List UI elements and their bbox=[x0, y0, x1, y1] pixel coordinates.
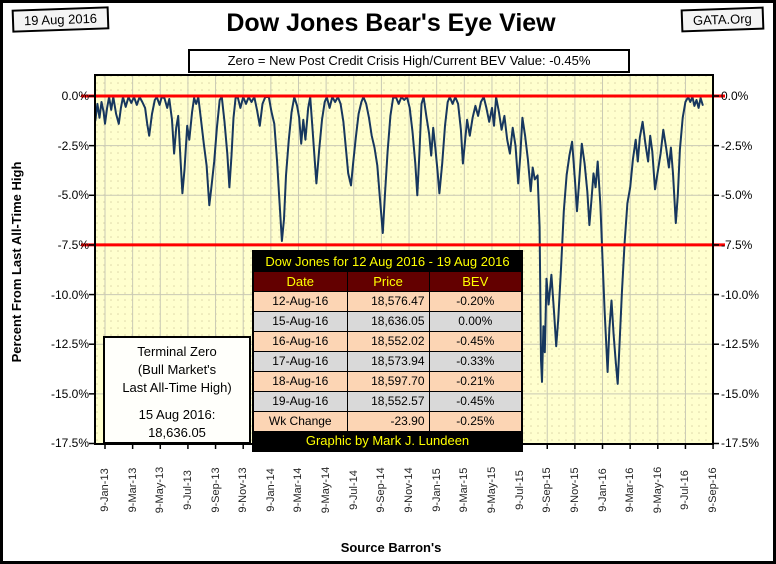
table-row-week-change: Wk Change -23.90 -0.25% bbox=[252, 410, 523, 432]
cell-price: -23.90 bbox=[346, 410, 430, 432]
x-axis-label: 9-Sep-13 bbox=[209, 467, 222, 513]
annotation-line: 15 Aug 2016: bbox=[138, 407, 216, 422]
annotation-line: Terminal Zero bbox=[137, 344, 217, 359]
y-axis-label-left: -15.0% bbox=[50, 386, 89, 401]
cell-bev: -0.21% bbox=[428, 370, 523, 392]
x-axis-label: 9-Sep-14 bbox=[375, 467, 388, 513]
table-row: 18-Aug-16 18,597.70 -0.21% bbox=[252, 370, 523, 392]
cell-date: 19-Aug-16 bbox=[252, 390, 348, 412]
x-axis-label: 9-Jan-15 bbox=[430, 468, 443, 512]
cell-date: 15-Aug-16 bbox=[252, 310, 348, 332]
cell-price: 18,552.57 bbox=[346, 390, 430, 412]
annotation-spacer bbox=[105, 397, 249, 406]
col-header-bev: BEV bbox=[428, 270, 523, 292]
x-axis-label: 9-Mar-15 bbox=[458, 467, 471, 513]
cell-date: 18-Aug-16 bbox=[252, 370, 348, 392]
x-axis-label: 9-Mar-13 bbox=[126, 467, 139, 513]
cell-date: Wk Change bbox=[252, 410, 348, 432]
y-axis-label-right: -5.0% bbox=[721, 188, 753, 203]
x-axis-label: 9-Jul-14 bbox=[347, 470, 360, 510]
cell-bev: -0.45% bbox=[428, 330, 523, 352]
x-axis-label: 9-Nov-13 bbox=[237, 467, 250, 513]
x-axis-label: 9-Jul-15 bbox=[513, 470, 526, 510]
page-title: Dow Jones Bear's Eye View bbox=[226, 9, 556, 37]
source-label: Source Barron's bbox=[340, 540, 442, 555]
chart-subtitle: Zero = New Post Credit Crisis High/Curre… bbox=[188, 49, 630, 73]
terminal-zero-annotation: Terminal Zero (Bull Market's Last All-Ti… bbox=[103, 336, 251, 444]
x-axis-label: 9-Jan-16 bbox=[596, 468, 609, 512]
cell-bev: -0.33% bbox=[428, 350, 523, 372]
cell-bev: -0.20% bbox=[428, 290, 523, 312]
table-row: 16-Aug-16 18,552.02 -0.45% bbox=[252, 330, 523, 352]
cell-price: 18,573.94 bbox=[346, 350, 430, 372]
x-axis-label: 9-May-14 bbox=[320, 466, 333, 514]
y-axis-label-right: -2.5% bbox=[721, 138, 753, 153]
cell-date: 17-Aug-16 bbox=[252, 350, 348, 372]
cell-bev: -0.45% bbox=[428, 390, 523, 412]
x-axis-label: 9-Sep-16 bbox=[707, 467, 720, 513]
table-row: 12-Aug-16 18,576.47 -0.20% bbox=[252, 290, 523, 312]
y-axis-label-right: -10.0% bbox=[721, 287, 760, 302]
y-axis-title: Percent From Last All-Time High bbox=[9, 161, 24, 363]
weekly-data-table: Dow Jones for 12 Aug 2016 - 19 Aug 2016 … bbox=[252, 250, 523, 452]
cell-price: 18,597.70 bbox=[346, 370, 430, 392]
table-credit: Graphic by Mark J. Lundeen bbox=[252, 430, 523, 452]
x-axis-label: 9-Nov-15 bbox=[568, 467, 581, 513]
table-title: Dow Jones for 12 Aug 2016 - 19 Aug 2016 bbox=[252, 250, 523, 272]
table-header-row: Date Price BEV bbox=[252, 270, 523, 292]
y-axis-label-left: -5.0% bbox=[57, 188, 89, 203]
x-axis-label: 9-Mar-14 bbox=[292, 467, 305, 513]
x-axis-label: 9-Sep-15 bbox=[541, 467, 554, 513]
table-row: 17-Aug-16 18,573.94 -0.33% bbox=[252, 350, 523, 372]
cell-date: 16-Aug-16 bbox=[252, 330, 348, 352]
bev-series-line bbox=[94, 96, 704, 385]
y-axis-label-left: -7.5% bbox=[57, 237, 89, 252]
cell-bev: -0.25% bbox=[428, 410, 523, 432]
annotation-line: (Bull Market's bbox=[137, 362, 217, 377]
y-axis-label-right: -12.5% bbox=[721, 337, 760, 352]
y-axis-label-left: -12.5% bbox=[50, 337, 89, 352]
x-axis-label: 9-Nov-14 bbox=[403, 467, 416, 513]
cell-price: 18,576.47 bbox=[346, 290, 430, 312]
table-title-row: Dow Jones for 12 Aug 2016 - 19 Aug 2016 bbox=[252, 250, 523, 272]
y-axis-label-right: -7.5% bbox=[721, 237, 753, 252]
x-axis-label: 9-Jul-13 bbox=[181, 470, 194, 510]
x-axis-label: 9-Mar-16 bbox=[624, 467, 637, 513]
x-axis-label: 9-May-15 bbox=[485, 466, 498, 514]
cell-price: 18,636.05 bbox=[346, 310, 430, 332]
y-axis-label-left: -2.5% bbox=[57, 138, 89, 153]
site-badge: GATA.Org bbox=[680, 6, 765, 33]
y-axis-label-left: -17.5% bbox=[50, 436, 89, 451]
y-axis-label-right: -17.5% bbox=[721, 436, 760, 451]
x-axis-label: 9-Jan-13 bbox=[99, 468, 111, 512]
cell-price: 18,552.02 bbox=[346, 330, 430, 352]
table-row: 15-Aug-16 18,636.05 0.00% bbox=[252, 310, 523, 332]
col-header-price: Price bbox=[346, 270, 430, 292]
x-axis-label: 9-May-16 bbox=[651, 466, 664, 514]
y-axis-label-right: 0.0% bbox=[721, 89, 749, 103]
y-axis-label-right: -15.0% bbox=[721, 386, 760, 401]
table-row: 19-Aug-16 18,552.57 -0.45% bbox=[252, 390, 523, 412]
cell-date: 12-Aug-16 bbox=[252, 290, 348, 312]
x-axis-label: 9-Jul-16 bbox=[679, 470, 692, 510]
date-badge: 19 Aug 2016 bbox=[11, 6, 110, 33]
table-footer-row: Graphic by Mark J. Lundeen bbox=[252, 430, 523, 452]
y-axis-label-left: 0.0% bbox=[61, 89, 89, 103]
col-header-date: Date bbox=[252, 270, 348, 292]
cell-bev: 0.00% bbox=[428, 310, 523, 332]
annotation-line: Last All-Time High) bbox=[122, 380, 232, 395]
x-axis-label: 9-May-13 bbox=[154, 466, 167, 514]
annotation-line: 18,636.05 bbox=[148, 425, 206, 440]
y-axis-label-left: -10.0% bbox=[50, 287, 89, 302]
x-axis-label: 9-Jan-14 bbox=[264, 468, 277, 512]
